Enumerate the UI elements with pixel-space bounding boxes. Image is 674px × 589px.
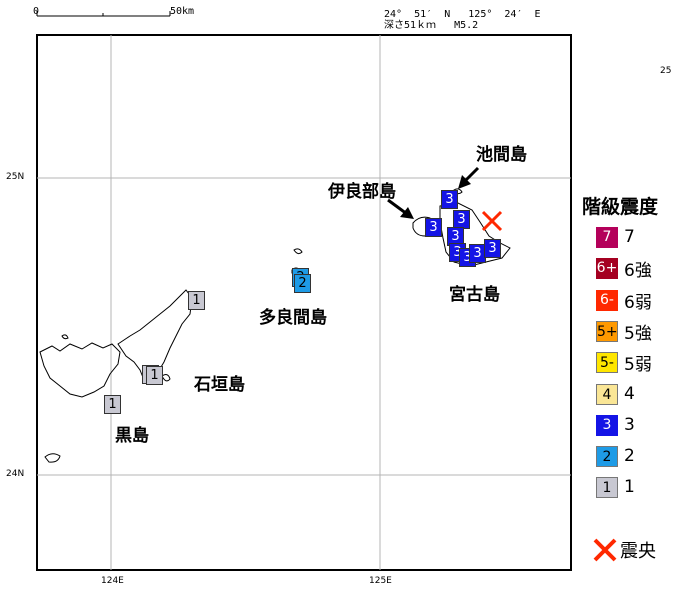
- scale-zero-label: 0: [33, 6, 40, 17]
- legend-label: 2: [624, 446, 635, 466]
- epicenter-legend-label: 震央: [620, 541, 656, 562]
- station-badge: 3: [453, 210, 470, 229]
- legend-label: 4: [624, 384, 635, 404]
- legend-label: 1: [624, 477, 635, 497]
- legend-row: 6+ 6強: [596, 257, 652, 281]
- station-badge: 3: [484, 239, 501, 258]
- legend-swatch: 2: [596, 445, 618, 467]
- pointer-arrows: [387, 166, 480, 219]
- station-badge: 1: [104, 395, 121, 414]
- legend-row: 5+ 5強: [596, 320, 652, 344]
- legend-swatch: 6-: [596, 289, 618, 311]
- legend-swatch: 5+: [596, 320, 618, 342]
- legend-swatch: 1: [596, 476, 618, 498]
- legend-label: 6弱: [624, 292, 652, 313]
- lon-125-label: 125E: [369, 576, 392, 586]
- legend-label: 7: [624, 227, 635, 247]
- label-ikema: 池間島: [476, 145, 527, 165]
- epicenter-coordinates: 24° 51′ N 125° 24′ E: [384, 9, 541, 20]
- label-irabu: 伊良部島: [328, 182, 396, 202]
- label-tarama: 多良間島: [259, 308, 327, 328]
- legend-swatch: 3: [596, 414, 618, 436]
- label-miyako: 宮古島: [449, 285, 500, 305]
- label-kuroshima: 黒島: [115, 426, 149, 446]
- depth-magnitude: 深さ51ｋｍ M5.2: [384, 20, 479, 31]
- scale-distance-label: 50km: [170, 6, 195, 17]
- legend-row: 6- 6弱: [596, 289, 652, 313]
- legend-row: 5- 5弱: [596, 351, 652, 375]
- map-frame: [36, 34, 572, 571]
- station-badge: 3: [447, 227, 464, 246]
- legend-label: 5強: [624, 323, 652, 344]
- lat-25-label: 25N: [6, 172, 25, 182]
- scale-bar: [36, 11, 171, 17]
- legend-label: 3: [624, 415, 635, 435]
- legend-swatch: 5-: [596, 351, 618, 373]
- label-ishigaki: 石垣島: [194, 375, 245, 395]
- station-badge: 1: [146, 366, 163, 385]
- epicenter-legend-icon: [593, 538, 617, 562]
- station-badge: 3: [441, 190, 458, 209]
- epicenter-marker: [481, 210, 503, 232]
- station-badge: 3: [425, 218, 442, 237]
- station-badge: 2: [294, 274, 311, 293]
- legend-title: 階級震度: [582, 196, 659, 218]
- legend-label: 6強: [624, 260, 652, 281]
- legend-epicenter: 震央: [592, 537, 656, 563]
- legend-swatch: 6+: [596, 257, 618, 279]
- legend-swatch: 7: [596, 226, 618, 248]
- graticule: [37, 35, 571, 570]
- legend-label: 5弱: [624, 354, 652, 375]
- coastline: [39, 188, 511, 463]
- lat-edge-label: 25: [660, 66, 672, 76]
- station-badge: 1: [188, 291, 205, 310]
- lat-24-label: 24N: [6, 469, 25, 479]
- legend-swatch: 4: [596, 383, 618, 405]
- lon-124-label: 124E: [101, 576, 124, 586]
